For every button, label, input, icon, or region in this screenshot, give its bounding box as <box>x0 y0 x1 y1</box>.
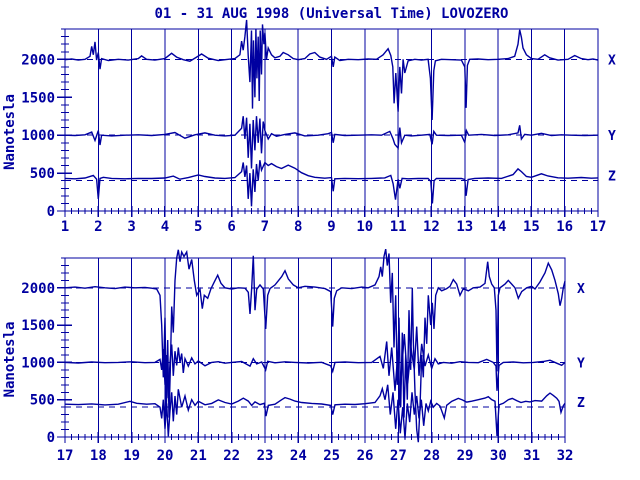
y-axis-title: Nanotesla <box>2 322 18 398</box>
series-label-Z: Z <box>577 396 585 411</box>
x-tick-label: 13 <box>456 219 473 235</box>
series-label-X: X <box>608 53 616 68</box>
x-tick-label: 26 <box>357 448 374 464</box>
trace-Z <box>64 384 566 439</box>
x-tick-label: 19 <box>123 448 140 464</box>
series-label-X: X <box>577 282 585 297</box>
series-label-Z: Z <box>608 170 616 185</box>
series-label-Y: Y <box>577 356 585 371</box>
y-tick-label: 0 <box>47 430 55 446</box>
x-tick-label: 7 <box>261 219 269 235</box>
x-tick-label: 12 <box>423 219 440 235</box>
x-tick-label: 29 <box>457 448 474 464</box>
y-tick-label: 0 <box>47 204 55 220</box>
x-tick-label: 30 <box>490 448 507 464</box>
x-tick-label: 22 <box>223 448 240 464</box>
x-tick-label: 2 <box>94 219 102 235</box>
x-tick-label: 5 <box>194 219 202 235</box>
x-tick-label: 24 <box>290 448 307 464</box>
x-tick-label: 1 <box>61 219 69 235</box>
y-tick-label: 500 <box>30 393 55 409</box>
panel-frame <box>64 257 566 438</box>
x-tick-label: 8 <box>294 219 302 235</box>
x-tick-label: 27 <box>390 448 407 464</box>
x-tick-label: 20 <box>157 448 174 464</box>
y-tick-label: 1500 <box>21 318 55 334</box>
y-axis-title: Nanotesla <box>2 94 18 170</box>
trace-X <box>64 19 599 121</box>
y-tick-label: 500 <box>30 166 55 182</box>
x-tick-label: 6 <box>227 219 235 235</box>
x-tick-label: 11 <box>390 219 407 235</box>
y-tick-label: 2000 <box>21 281 55 297</box>
y-tick-label: 1000 <box>21 128 55 144</box>
x-tick-label: 32 <box>557 448 574 464</box>
trace-Z <box>64 160 599 207</box>
x-tick-label: 9 <box>327 219 335 235</box>
y-tick-label: 2000 <box>21 52 55 68</box>
x-tick-label: 18 <box>90 448 107 464</box>
x-tick-label: 28 <box>423 448 440 464</box>
x-tick-label: 17 <box>590 219 607 235</box>
x-tick-label: 25 <box>323 448 340 464</box>
x-tick-label: 23 <box>257 448 274 464</box>
x-tick-label: 17 <box>57 448 74 464</box>
y-tick-label: 1500 <box>21 90 55 106</box>
x-tick-label: 3 <box>127 219 135 235</box>
trace-Y <box>64 116 599 169</box>
x-tick-label: 31 <box>523 448 540 464</box>
chart-title: 01 - 31 AUG 1998 (Universal Time) LOVOZE… <box>154 6 509 22</box>
x-tick-label: 16 <box>556 219 573 235</box>
x-tick-label: 21 <box>190 448 207 464</box>
trace-Y <box>64 326 566 406</box>
x-tick-label: 15 <box>523 219 540 235</box>
trace-X <box>64 248 566 443</box>
x-tick-label: 4 <box>161 219 169 235</box>
series-label-Y: Y <box>608 129 616 144</box>
x-tick-label: 14 <box>490 219 507 235</box>
x-tick-label: 10 <box>356 219 373 235</box>
y-tick-label: 1000 <box>21 355 55 371</box>
